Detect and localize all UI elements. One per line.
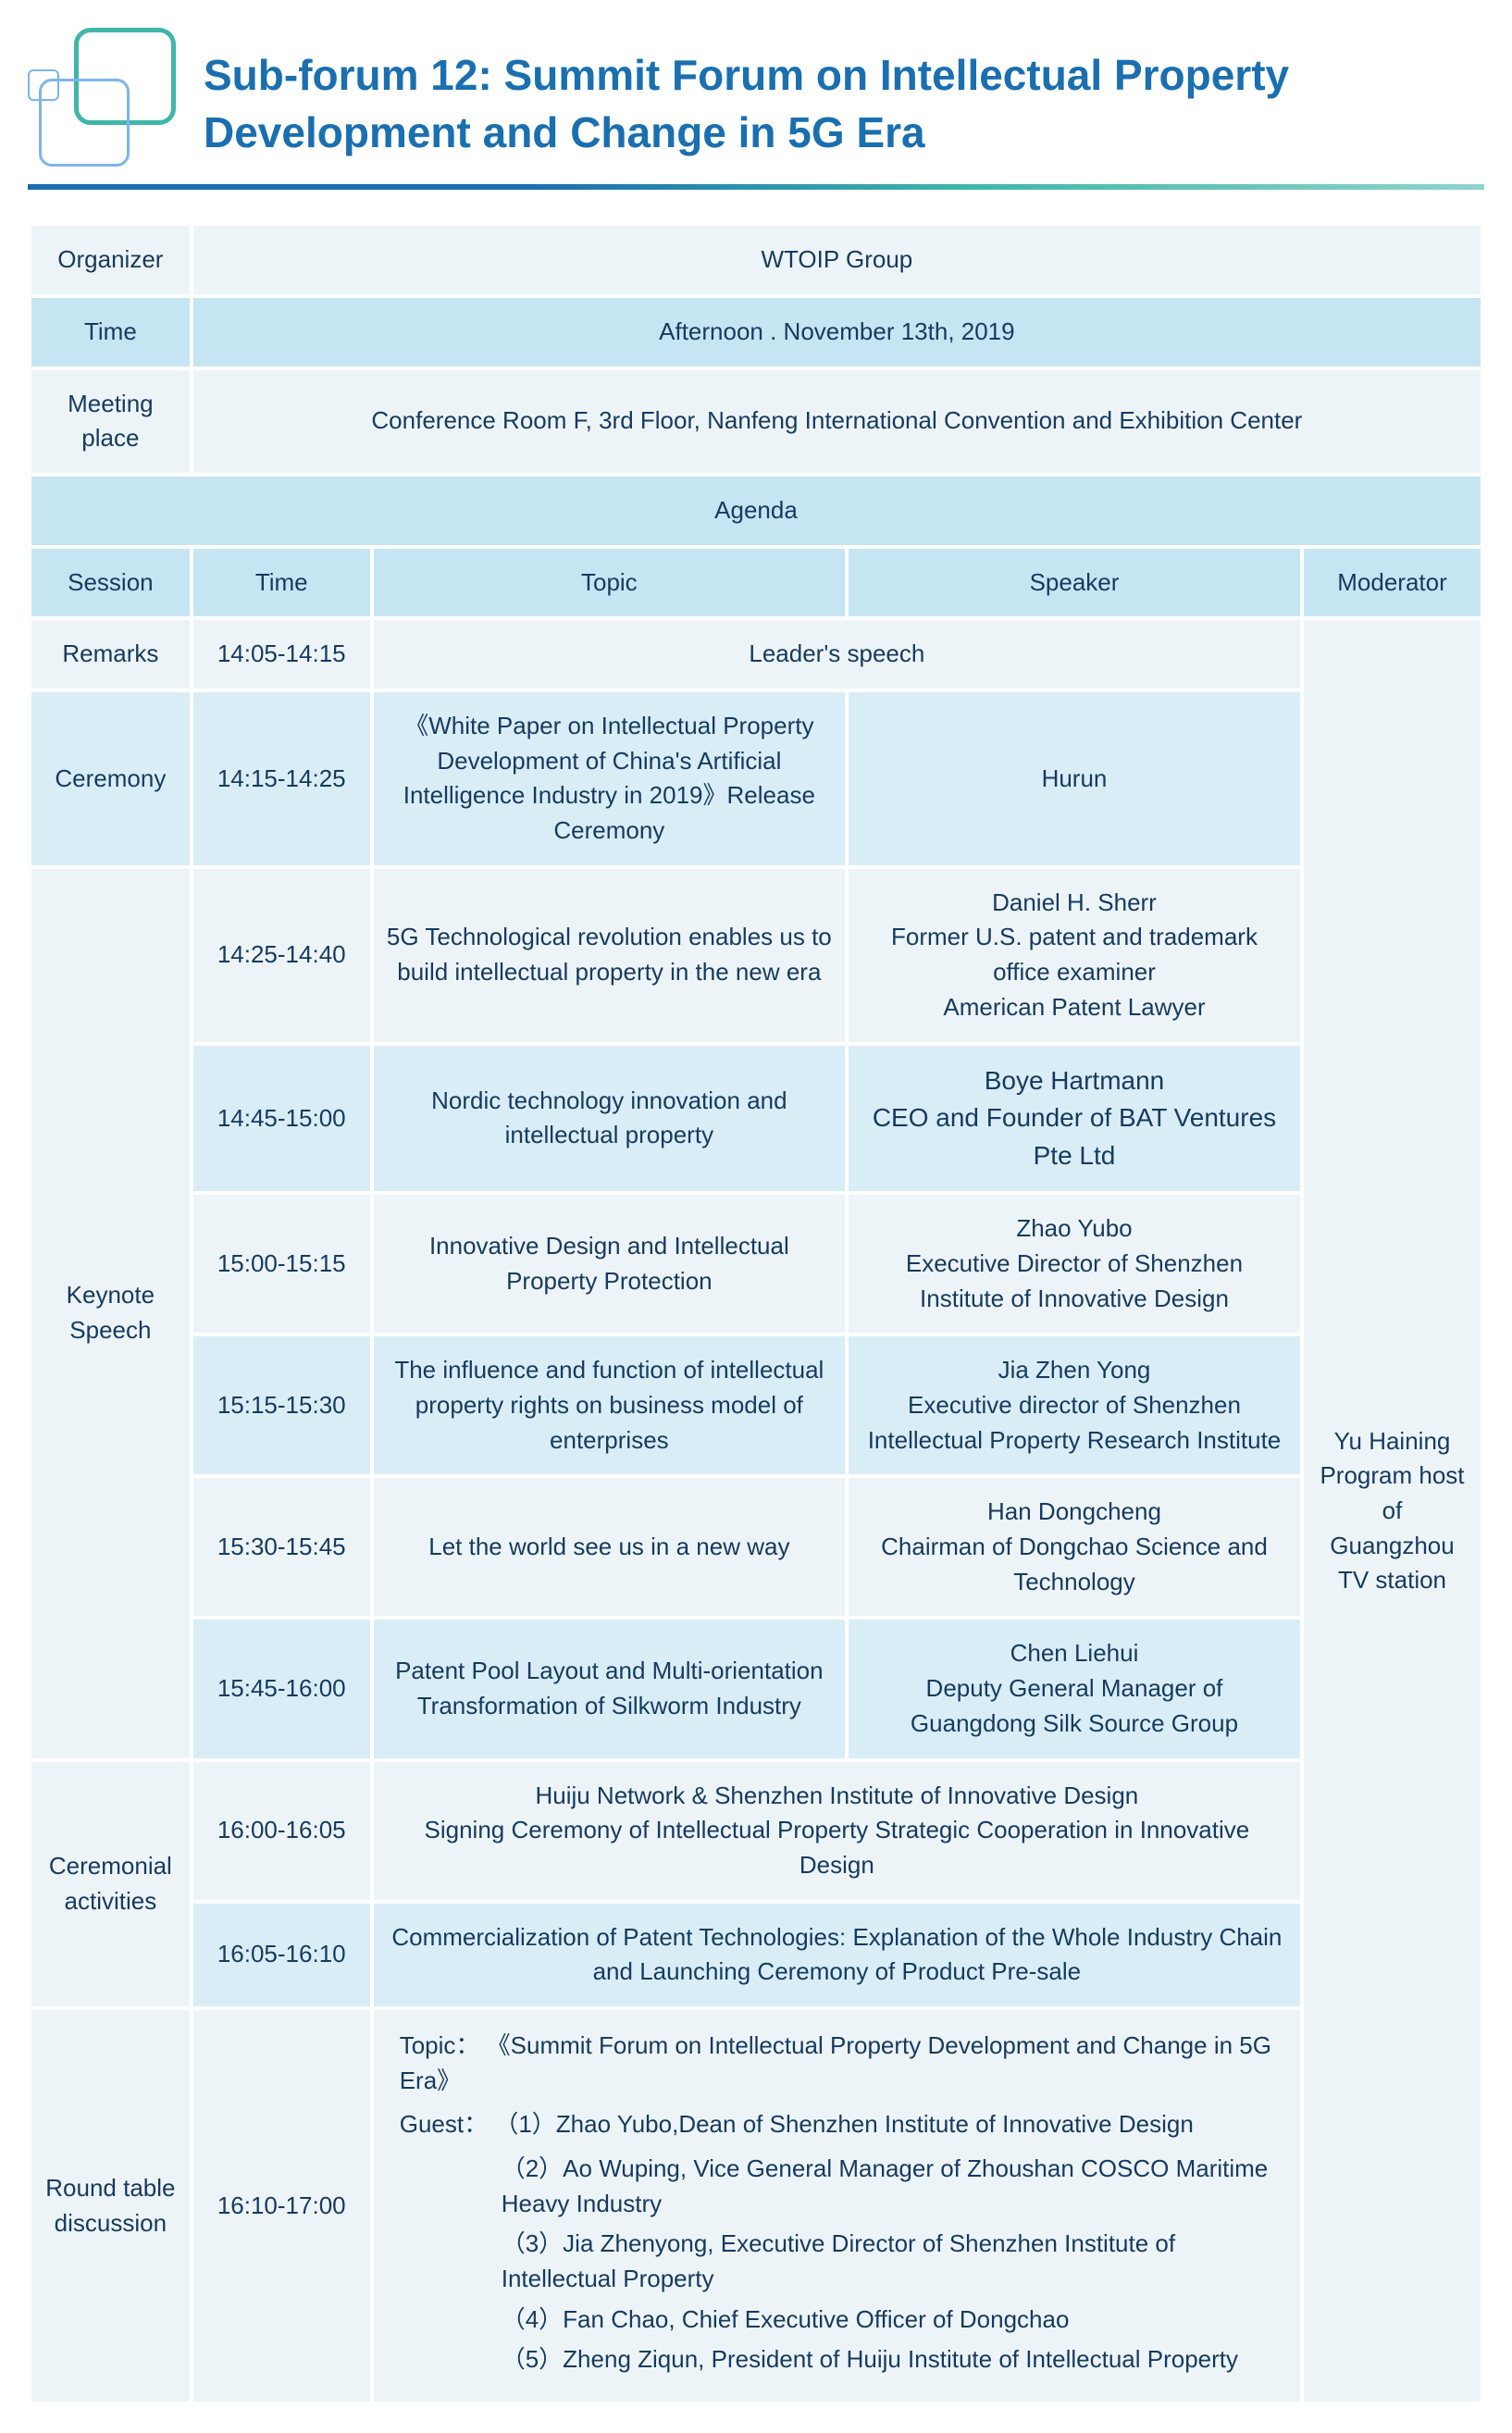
col-speaker: Speaker bbox=[849, 549, 1300, 617]
session-cell: Round table discussion bbox=[31, 2010, 190, 2402]
column-headers: Session Time Topic Speaker Moderator bbox=[31, 549, 1481, 617]
header: Sub-forum 12: Summit Forum on Intellectu… bbox=[28, 28, 1484, 161]
row-keynote-3: 15:00-15:15 Innovative Design and Intell… bbox=[31, 1195, 1481, 1333]
row-remarks: Remarks 14:05-14:15 Leader's speech Yu H… bbox=[31, 620, 1481, 689]
speaker-cell: Daniel H. Sherr Former U.S. patent and t… bbox=[849, 869, 1300, 1042]
topic-cell: 5G Technological revolution enables us t… bbox=[374, 869, 845, 1042]
session-cell: Ceremony bbox=[31, 692, 190, 865]
moderator-cell: Yu Haining Program host of Guangzhou TV … bbox=[1304, 620, 1481, 2402]
info-row-place: Meeting place Conference Room F, 3rd Flo… bbox=[31, 370, 1481, 473]
topic-cell: Innovative Design and Intellectual Prope… bbox=[374, 1195, 845, 1333]
time-cell: 16:05-16:10 bbox=[193, 1904, 370, 2006]
speaker-cell: Boye Hartmann CEO and Founder of BAT Ven… bbox=[849, 1046, 1300, 1192]
time-cell: 14:05-14:15 bbox=[193, 620, 370, 689]
row-keynote-2: 14:45-15:00 Nordic technology innovation… bbox=[31, 1046, 1481, 1192]
time-cell: 14:45-15:00 bbox=[193, 1046, 370, 1192]
place-value: Conference Room F, 3rd Floor, Nanfeng In… bbox=[193, 370, 1481, 473]
topic-cell: Huiju Network & Shenzhen Institute of In… bbox=[374, 1762, 1300, 1900]
speaker-cell: Han Dongcheng Chairman of Dongchao Scien… bbox=[849, 1478, 1300, 1616]
speaker-cell: Chen Liehui Deputy General Manager of Gu… bbox=[849, 1620, 1300, 1757]
row-ceremony: Ceremony 14:15-14:25 《White Paper on Int… bbox=[31, 692, 1481, 865]
speaker-cell: Hurun bbox=[849, 692, 1300, 865]
agenda-header: Agenda bbox=[31, 477, 1481, 545]
time-value: Afternoon . November 13th, 2019 bbox=[193, 298, 1481, 366]
session-cell: Remarks bbox=[31, 620, 190, 689]
topic-cell: Commercialization of Patent Technologies… bbox=[374, 1904, 1300, 2006]
row-roundtable: Round table discussion 16:10-17:00 Topic… bbox=[31, 2010, 1481, 2402]
agenda-label: Agenda bbox=[31, 477, 1481, 545]
time-cell: 15:30-15:45 bbox=[193, 1478, 370, 1616]
time-cell: 14:15-14:25 bbox=[193, 692, 370, 865]
page-title: Sub-forum 12: Summit Forum on Intellectu… bbox=[204, 28, 1484, 161]
row-keynote-6: 15:45-16:00 Patent Pool Layout and Multi… bbox=[31, 1620, 1481, 1757]
time-cell: 16:00-16:05 bbox=[193, 1762, 370, 1900]
session-cell: Keynote Speech bbox=[31, 869, 190, 1758]
organizer-value: WTOIP Group bbox=[193, 226, 1481, 294]
agenda-table: Organizer WTOIP Group Time Afternoon . N… bbox=[28, 222, 1484, 2405]
topic-cell: 《White Paper on Intellectual Property De… bbox=[374, 692, 845, 865]
row-keynote-1: Keynote Speech 14:25-14:40 5G Technologi… bbox=[31, 869, 1481, 1042]
topic-cell: Let the world see us in a new way bbox=[374, 1478, 845, 1616]
logo-icon bbox=[28, 28, 176, 157]
row-keynote-5: 15:30-15:45 Let the world see us in a ne… bbox=[31, 1478, 1481, 1616]
organizer-label: Organizer bbox=[31, 226, 190, 294]
rt-topic-value: 《Summit Forum on Intellectual Property D… bbox=[400, 2031, 1271, 2094]
topic-cell: Nordic technology innovation and intelle… bbox=[374, 1046, 845, 1192]
roundtable-content: Topic： 《Summit Forum on Intellectual Pro… bbox=[374, 2010, 1300, 2402]
time-label: Time bbox=[31, 298, 190, 366]
time-cell: 15:15-15:30 bbox=[193, 1336, 370, 1474]
rt-guest-4: （4）Fan Chao, Chief Executive Officer of … bbox=[502, 2303, 1282, 2338]
time-cell: 15:45-16:00 bbox=[193, 1620, 370, 1757]
row-ceremonial-2: 16:05-16:10 Commercialization of Patent … bbox=[31, 1904, 1481, 2006]
rt-guest-label: Guest： bbox=[400, 2110, 488, 2138]
time-cell: 14:25-14:40 bbox=[193, 869, 370, 1042]
time-cell: 15:00-15:15 bbox=[193, 1195, 370, 1333]
place-label: Meeting place bbox=[31, 370, 190, 473]
rt-guest-5: （5）Zheng Ziqun, President of Huiju Insti… bbox=[502, 2342, 1282, 2377]
topic-cell: Leader's speech bbox=[374, 620, 1300, 689]
rt-topic-label: Topic： bbox=[400, 2031, 480, 2059]
topic-cell: The influence and function of intellectu… bbox=[374, 1336, 845, 1474]
topic-cell: Patent Pool Layout and Multi-orientation… bbox=[374, 1620, 845, 1757]
row-keynote-4: 15:15-15:30 The influence and function o… bbox=[31, 1336, 1481, 1474]
col-topic: Topic bbox=[374, 549, 845, 617]
col-time: Time bbox=[193, 549, 370, 617]
rt-guest-2: （2）Ao Wuping, Vice General Manager of Zh… bbox=[502, 2152, 1282, 2221]
row-ceremonial-1: Ceremonial activities 16:00-16:05 Huiju … bbox=[31, 1762, 1481, 1900]
rt-guest-3: （3）Jia Zhenyong, Executive Director of S… bbox=[502, 2227, 1282, 2296]
col-moderator: Moderator bbox=[1304, 549, 1481, 617]
col-session: Session bbox=[31, 549, 190, 617]
rt-guest-1: （1）Zhao Yubo,Dean of Shenzhen Institute … bbox=[494, 2110, 1193, 2138]
divider bbox=[28, 184, 1484, 190]
info-row-organizer: Organizer WTOIP Group bbox=[31, 226, 1481, 294]
info-row-time: Time Afternoon . November 13th, 2019 bbox=[31, 298, 1481, 366]
time-cell: 16:10-17:00 bbox=[193, 2010, 370, 2402]
session-cell: Ceremonial activities bbox=[31, 1762, 190, 2006]
speaker-cell: Jia Zhen Yong Executive director of Shen… bbox=[849, 1336, 1300, 1474]
speaker-cell: Zhao Yubo Executive Director of Shenzhen… bbox=[849, 1195, 1300, 1333]
